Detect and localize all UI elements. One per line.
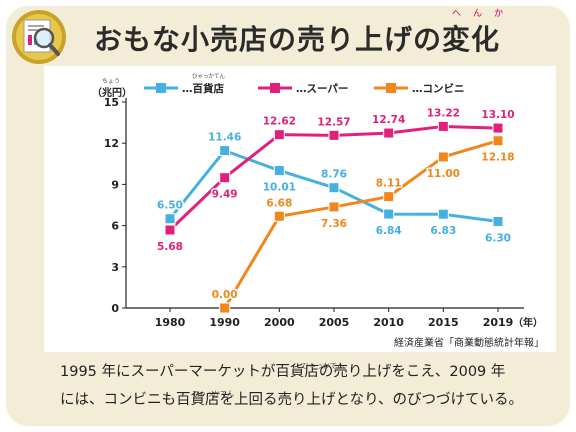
data-label: 0.00 (212, 289, 238, 301)
x-axis-unit: （年） (513, 316, 543, 329)
legend-label: …コンビニ (412, 82, 465, 95)
legend-swatch-marker (156, 83, 166, 93)
data-point (273, 210, 285, 222)
data-label: 6.83 (430, 225, 456, 237)
y-tick-label: 0 (111, 302, 119, 315)
page-title: おもな小売店の売り上げの変化 (94, 23, 501, 56)
magnifier-document-icon (12, 10, 66, 64)
data-point (383, 127, 395, 139)
x-tick-label: 2005 (319, 316, 350, 329)
data-label: 9.49 (212, 189, 238, 201)
data-point (492, 122, 504, 134)
data-point (273, 165, 285, 177)
y-tick-label: 9 (111, 178, 119, 191)
data-label: 10.01 (263, 182, 296, 194)
x-tick-label: 2010 (373, 316, 404, 329)
legend-label: …百貨店 (182, 82, 224, 95)
x-tick-label: 2000 (264, 316, 295, 329)
data-point (328, 182, 340, 194)
data-point (328, 129, 340, 141)
legend-swatch-marker (270, 83, 280, 93)
title-ruby: へんか (452, 9, 516, 19)
y-tick-label: 15 (104, 96, 119, 109)
data-label: 12.74 (372, 114, 405, 126)
data-point (437, 208, 449, 220)
caption-ruby-1: ひゃっかてん (302, 362, 344, 370)
data-point (219, 302, 231, 314)
legend-ruby: ひゃっかてん (192, 73, 226, 80)
data-point (219, 145, 231, 157)
data-label: 8.76 (321, 169, 347, 181)
data-point (219, 172, 231, 184)
legend-swatch-marker (386, 83, 396, 93)
data-label: 5.68 (157, 241, 183, 253)
caption-ruby-2: ひゃっかてん (192, 390, 234, 398)
line-chart: 0 3 6 9 12 15（兆円）ちょう 1980 1990 2000 2005 2010 2015 2… (92, 73, 544, 349)
y-tick-label: 12 (104, 137, 119, 150)
data-point (437, 120, 449, 132)
data-point (437, 151, 449, 163)
x-tick-label: 2015 (428, 316, 459, 329)
data-point (383, 208, 395, 220)
caption: ひゃっかてん 1995 年にスーパーマーケットが百貨店の売り上げをこえ、2009… (22, 358, 556, 414)
data-label: 6.50 (157, 200, 183, 212)
data-label: 8.11 (376, 178, 402, 190)
data-point (492, 135, 504, 147)
data-point (164, 224, 176, 236)
data-label: 13.10 (481, 109, 514, 121)
data-point (164, 213, 176, 225)
data-point (492, 215, 504, 227)
data-label: 12.57 (317, 116, 350, 128)
data-label: 6.84 (376, 225, 402, 237)
y-tick-label: 3 (111, 261, 119, 274)
data-label: 6.68 (266, 197, 292, 209)
data-label: 7.36 (321, 218, 347, 230)
x-tick-label: 1980 (155, 316, 186, 329)
data-point (383, 191, 395, 203)
series-line (223, 139, 499, 309)
legend-label: …スーパー (296, 83, 348, 95)
data-point (328, 201, 340, 213)
data-label: 12.18 (481, 152, 514, 164)
data-label: 11.46 (208, 132, 241, 144)
data-label: 11.00 (427, 168, 460, 180)
data-label: 12.62 (263, 116, 296, 128)
y-tick-label: 6 (111, 220, 119, 233)
x-tick-label: 1990 (209, 316, 240, 329)
caption-line-2: には、コンビニも百貨店を上回る売り上げとなり、のびつづけている。 (60, 392, 523, 408)
x-tick-label: 2019 (483, 316, 514, 329)
y-axis-label-ruby: ちょう (102, 78, 120, 85)
data-label: 13.22 (427, 107, 460, 119)
data-label: 6.30 (485, 232, 511, 244)
source-note: 経済産業省「商業動態統計年報」 (394, 336, 544, 349)
caption-line-1: 1995 年にスーパーマーケットが百貨店の売り上げをこえ、2009 年 (60, 364, 506, 380)
y-axis-label: （兆円） (92, 86, 132, 99)
data-point (273, 129, 285, 141)
chart-panel: 0 3 6 9 12 15 （兆円） ちょう 1980 1990 2000 2005 2010 2015 2… (44, 66, 556, 352)
